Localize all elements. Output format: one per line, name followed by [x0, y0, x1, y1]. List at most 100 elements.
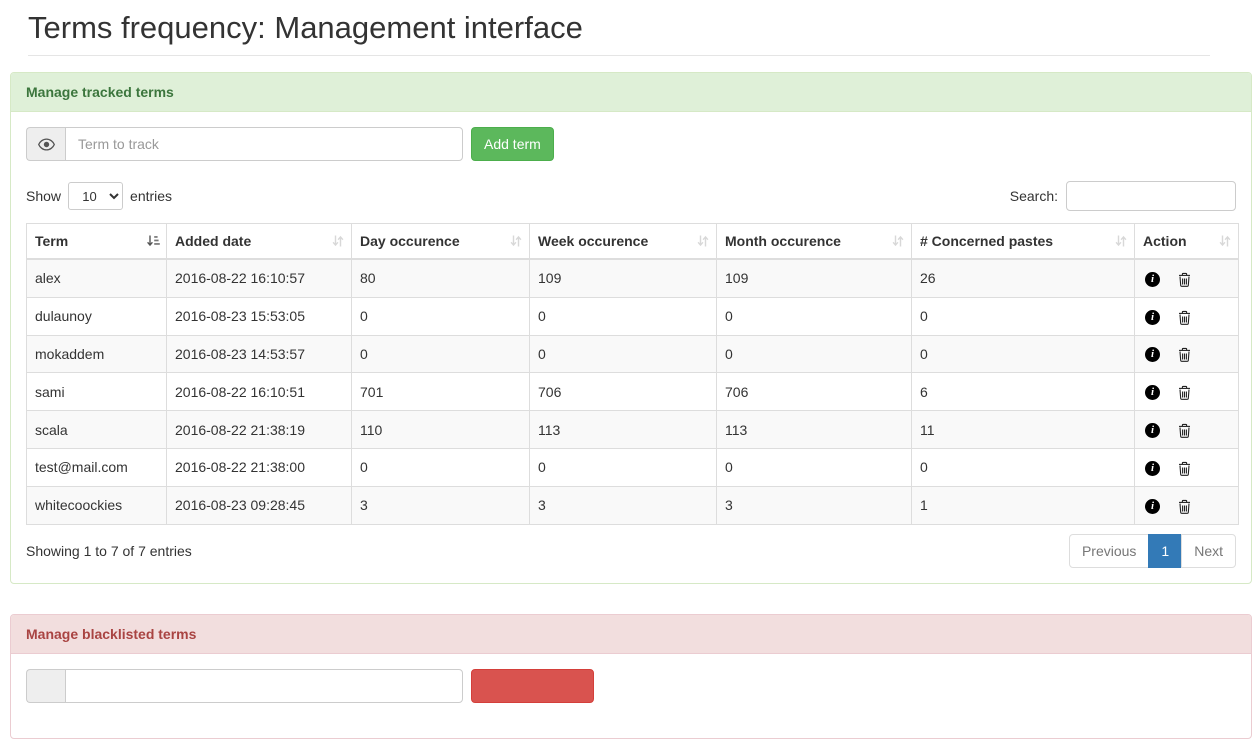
day-occurence-cell: 0 [351, 296, 530, 336]
added-date-cell: 2016-08-22 16:10:51 [166, 372, 352, 412]
page-header: Terms frequency: Management interface [28, 10, 1252, 56]
pagination: Previous 1 Next [1068, 533, 1236, 568]
sort-asc-icon [146, 235, 160, 248]
week-occurence-cell: 0 [529, 447, 717, 487]
search-input[interactable] [1066, 181, 1236, 211]
concerned-pastes-cell: 1 [911, 485, 1135, 525]
week-occurence-cell: 3 [529, 485, 717, 525]
column-header-added-date[interactable]: Added date [166, 223, 352, 260]
datatable-footer: Showing 1 to 7 of 7 entries Previous 1 N… [26, 533, 1236, 568]
trash-icon[interactable] [1178, 423, 1191, 438]
table-header-row: Term [26, 223, 1239, 260]
column-label: Month occurence [725, 233, 841, 249]
add-blacklist-row [26, 668, 1236, 703]
week-occurence-cell: 706 [529, 372, 717, 412]
column-label: Day occurence [360, 233, 460, 249]
blacklisted-terms-panel: Manage blacklisted terms [10, 613, 1252, 739]
action-cell [1134, 372, 1239, 412]
month-occurence-cell: 0 [716, 334, 912, 374]
column-header-action[interactable]: Action [1134, 223, 1239, 260]
added-date-cell: 2016-08-22 16:10:57 [166, 258, 352, 298]
info-icon[interactable] [1145, 385, 1160, 401]
info-icon[interactable] [1145, 347, 1160, 363]
sort-both-icon [509, 235, 523, 248]
column-header-day-occurence[interactable]: Day occurence [351, 223, 530, 260]
page-length-select[interactable]: 10 [68, 182, 124, 210]
sort-both-icon [331, 235, 345, 248]
concerned-pastes-cell: 0 [911, 447, 1135, 487]
day-occurence-cell: 110 [351, 410, 530, 449]
sort-both-icon [891, 235, 905, 248]
info-icon[interactable] [1145, 460, 1160, 476]
trash-icon[interactable] [1178, 499, 1191, 514]
pagination-page-1[interactable]: 1 [1148, 533, 1183, 568]
tracked-terms-table: Term [26, 223, 1239, 525]
search-label: Search: [1009, 188, 1058, 204]
trash-icon[interactable] [1178, 385, 1191, 401]
blacklist-term-button[interactable] [471, 668, 594, 703]
info-icon[interactable] [1145, 309, 1160, 325]
term-cell: whitecoockies [26, 485, 167, 525]
term-input-group [26, 127, 463, 161]
title-divider [28, 55, 1210, 56]
action-cell [1134, 258, 1239, 298]
table-header: Term [26, 223, 1239, 260]
month-occurence-cell: 706 [716, 372, 912, 412]
day-occurence-cell: 701 [351, 372, 530, 412]
page-title: Terms frequency: Management interface [28, 10, 583, 45]
term-cell: test@mail.com [26, 447, 167, 487]
blacklist-term-input[interactable] [65, 668, 463, 703]
tracked-terms-panel-heading: Manage tracked terms [11, 73, 1251, 112]
concerned-pastes-cell: 11 [911, 410, 1135, 449]
search-control: Search: [1010, 181, 1236, 211]
pagination-previous[interactable]: Previous [1068, 533, 1150, 568]
added-date-cell: 2016-08-23 15:53:05 [166, 296, 352, 336]
column-header-week-occurence[interactable]: Week occurence [529, 223, 717, 260]
page: Terms frequency: Management interface Ma… [0, 10, 1260, 739]
action-cell [1134, 334, 1239, 374]
info-icon[interactable] [1145, 271, 1160, 287]
column-label: Week occurence [538, 233, 649, 249]
term-cell: sami [26, 372, 167, 412]
page-length-control: Show 10 entries [26, 182, 172, 210]
tracked-terms-panel-body: Add term Show 10 entries Search: [11, 112, 1251, 583]
month-occurence-cell: 0 [716, 447, 912, 487]
add-term-button[interactable]: Add term [471, 127, 554, 161]
concerned-pastes-cell: 0 [911, 334, 1135, 374]
term-cell: scala [26, 410, 167, 449]
blacklisted-terms-panel-heading: Manage blacklisted terms [11, 614, 1251, 654]
eye-icon [26, 127, 65, 161]
column-header-term[interactable]: Term [26, 223, 167, 260]
day-occurence-cell: 3 [351, 485, 530, 525]
table-row: dulaunoy 2016-08-23 15:53:05 0 0 0 0 [26, 296, 1239, 336]
column-header-month-occurence[interactable]: Month occurence [716, 223, 912, 260]
trash-icon[interactable] [1178, 347, 1191, 363]
trash-icon[interactable] [1178, 461, 1191, 476]
action-cell [1134, 447, 1239, 487]
column-label: Term [35, 233, 69, 249]
terms-table-body: alex 2016-08-22 16:10:57 80 109 109 26 d… [26, 258, 1239, 525]
week-occurence-cell: 113 [529, 410, 717, 449]
trash-icon[interactable] [1178, 272, 1191, 287]
day-occurence-cell: 0 [351, 334, 530, 374]
added-date-cell: 2016-08-23 09:28:45 [166, 485, 352, 525]
added-date-cell: 2016-08-23 14:53:57 [166, 334, 352, 374]
tracked-terms-panel: Manage tracked terms Add term Show [10, 72, 1252, 584]
action-cell [1134, 410, 1239, 449]
trash-icon[interactable] [1178, 310, 1191, 325]
month-occurence-cell: 109 [716, 258, 912, 298]
month-occurence-cell: 3 [716, 485, 912, 525]
pagination-next[interactable]: Next [1181, 533, 1236, 568]
table-row: whitecoockies 2016-08-23 09:28:45 3 3 3 … [26, 485, 1239, 525]
column-label: Added date [175, 233, 252, 249]
added-date-cell: 2016-08-22 21:38:19 [166, 410, 352, 449]
blacklisted-terms-panel-body [11, 654, 1251, 738]
concerned-pastes-cell: 26 [911, 258, 1135, 298]
info-icon[interactable] [1145, 498, 1160, 514]
column-header-concerned-pastes[interactable]: # Concerned pastes [911, 223, 1135, 260]
column-label: Action [1143, 233, 1187, 249]
show-label: Show [26, 188, 62, 204]
term-to-track-input[interactable] [65, 127, 463, 161]
info-icon[interactable] [1145, 422, 1160, 438]
entries-label: entries [130, 188, 173, 204]
